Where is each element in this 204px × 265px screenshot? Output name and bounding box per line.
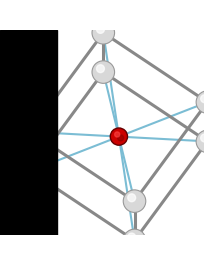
Circle shape — [127, 194, 135, 202]
Circle shape — [127, 233, 135, 241]
Circle shape — [19, 121, 41, 143]
Circle shape — [92, 21, 114, 44]
Circle shape — [110, 128, 127, 145]
Circle shape — [200, 95, 204, 103]
Circle shape — [23, 125, 31, 132]
Circle shape — [92, 61, 114, 83]
Circle shape — [123, 190, 145, 213]
Circle shape — [123, 229, 145, 252]
Circle shape — [96, 65, 104, 73]
Circle shape — [195, 91, 204, 113]
Circle shape — [114, 132, 119, 137]
Circle shape — [19, 160, 41, 182]
Circle shape — [117, 135, 123, 141]
Circle shape — [96, 25, 104, 33]
Bar — [0, 30, 57, 235]
Circle shape — [23, 164, 31, 172]
Circle shape — [200, 134, 204, 142]
Circle shape — [195, 130, 204, 153]
